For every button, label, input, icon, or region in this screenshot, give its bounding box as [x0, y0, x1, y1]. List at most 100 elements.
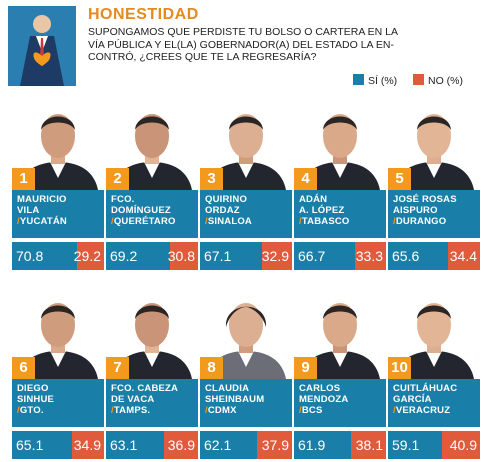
state-slash: / — [111, 405, 114, 416]
state-line: /TAMPS. — [111, 405, 197, 416]
question-text: SUPONGAMOS QUE PERDISTE TU BOLSO O CARTE… — [88, 26, 418, 64]
rank-badge: 1 — [12, 168, 35, 190]
state-line: /CDMX — [205, 405, 291, 416]
value-no: 30.8 — [167, 248, 195, 264]
state-name: VERACRUZ — [395, 405, 451, 416]
state-name: TAMPS. — [113, 405, 151, 416]
percent-bar: 65.6 34.4 — [388, 242, 480, 270]
name-line: MENDOZA — [299, 394, 349, 405]
state-slash: / — [299, 405, 302, 416]
percent-bar: 69.2 30.8 — [106, 242, 198, 270]
state-line: /BCS — [299, 405, 385, 416]
name-line: VILA — [17, 205, 40, 216]
legend-no: NO (%) — [413, 74, 463, 87]
candidate-card: 5 JOSÉ ROSAS AISPURO/DURANGO 65.6 34.4 — [388, 98, 480, 273]
percent-bar: 66.7 33.3 — [294, 242, 386, 270]
state-name: GTO. — [19, 405, 44, 416]
state-slash: / — [17, 405, 20, 416]
state-name: TABASCO — [301, 216, 350, 227]
bar-no — [262, 242, 292, 270]
bar-no — [351, 431, 386, 459]
value-no: 29.2 — [73, 248, 101, 264]
bar-no — [77, 242, 104, 270]
candidate-name: JOSÉ ROSAS AISPURO/DURANGO — [393, 194, 479, 227]
bar-yes — [106, 242, 170, 270]
value-yes: 65.1 — [16, 437, 44, 453]
honesty-heart-icon — [8, 6, 76, 86]
candidate-name: FCO. DOMÍNGUEZ/QUERÉTARO — [111, 194, 197, 227]
percent-bar: 65.1 34.9 — [12, 431, 104, 459]
bar-yes — [294, 242, 355, 270]
bar-yes — [12, 242, 77, 270]
name-line: CLAUDIA — [205, 383, 250, 394]
value-yes: 66.7 — [298, 248, 326, 264]
rank-badge: 2 — [106, 168, 129, 190]
name-line: ADÁN — [299, 194, 328, 205]
value-yes: 70.8 — [16, 248, 44, 264]
name-line: FCO. — [111, 194, 135, 205]
state-line: /VERACRUZ — [393, 405, 479, 416]
candidate-info: JOSÉ ROSAS AISPURO/DURANGO — [388, 190, 480, 238]
percent-bar: 63.1 36.9 — [106, 431, 198, 459]
bar-no — [164, 431, 198, 459]
name-line: CARLOS — [299, 383, 341, 394]
legend-no-label: NO (%) — [428, 75, 463, 87]
state-slash: / — [205, 216, 208, 227]
value-no: 34.9 — [73, 437, 101, 453]
state-name: DURANGO — [395, 216, 447, 227]
state-name: QUERÉTARO — [113, 216, 176, 227]
candidate-info: ADÁN A. LÓPEZ/TABASCO — [294, 190, 386, 238]
state-name: YUCATÁN — [19, 216, 67, 227]
header: HONESTIDAD SUPONGAMOS QUE PERDISTE TU BO… — [0, 0, 484, 92]
candidate-card: 10 CUITLÁHUAC GARCÍA/VERACRUZ 59.1 40.9 — [388, 287, 480, 462]
rank-badge: 10 — [388, 357, 411, 379]
name-line: SHEINBAUM — [205, 394, 265, 405]
value-yes: 67.1 — [204, 248, 232, 264]
candidate-name: ADÁN A. LÓPEZ/TABASCO — [299, 194, 385, 227]
candidate-photo — [294, 287, 386, 379]
candidate-card: 4 ADÁN A. LÓPEZ/TABASCO 66.7 33.3 — [294, 98, 386, 273]
legend-yes-swatch — [353, 74, 364, 85]
candidate-name: FCO. CABEZA DE VACA/TAMPS. — [111, 383, 197, 416]
page-title: HONESTIDAD — [88, 6, 199, 23]
question-line: CONTRÓ, ¿CREES QUE TE LA REGRESARÍA? — [88, 51, 317, 63]
candidate-info: FCO. CABEZA DE VACA/TAMPS. — [106, 379, 198, 427]
name-line: QUIRINO — [205, 194, 248, 205]
candidate-info: QUIRINO ORDAZ/SINALOA — [200, 190, 292, 238]
value-no: 32.9 — [261, 248, 289, 264]
bar-yes — [12, 431, 72, 459]
rank-badge: 7 — [106, 357, 129, 379]
bar-no — [72, 431, 104, 459]
candidate-name: CARLOS MENDOZA/BCS — [299, 383, 385, 416]
legend-yes: SÍ (%) — [353, 74, 397, 87]
value-no: 34.4 — [449, 248, 477, 264]
state-line: /YUCATÁN — [17, 216, 103, 227]
name-line: DE VACA — [111, 394, 155, 405]
value-no: 38.1 — [355, 437, 383, 453]
name-line: FCO. CABEZA — [111, 383, 179, 394]
candidate-info: CARLOS MENDOZA/BCS — [294, 379, 386, 427]
value-no: 40.9 — [449, 437, 477, 453]
bar-yes — [388, 431, 442, 459]
value-no: 36.9 — [167, 437, 195, 453]
question-line: VÍA PÚBLICA Y EL(LA) GOBERNADOR(A) DEL E… — [88, 38, 394, 51]
rank-badge: 6 — [12, 357, 35, 379]
rank-badge: 9 — [294, 357, 317, 379]
bar-no — [355, 242, 386, 270]
candidate-info: FCO. DOMÍNGUEZ/QUERÉTARO — [106, 190, 198, 238]
candidate-card: 7 FCO. CABEZA DE VACA/TAMPS. 63.1 36.9 — [106, 287, 198, 462]
name-line: DIEGO — [17, 383, 49, 394]
name-line: SINHUE — [17, 394, 55, 405]
candidate-photo — [12, 98, 104, 190]
state-line: /SINALOA — [205, 216, 291, 227]
state-slash: / — [299, 216, 302, 227]
candidate-name: MAURICIO VILA/YUCATÁN — [17, 194, 103, 227]
bar-no — [257, 431, 292, 459]
rank-badge: 5 — [388, 168, 411, 190]
candidate-info: CLAUDIA SHEINBAUM/CDMX — [200, 379, 292, 427]
bar-yes — [200, 242, 262, 270]
candidate-card: 1 MAURICIO VILA/YUCATÁN 70.8 29.2 — [12, 98, 104, 273]
legend-yes-label: SÍ (%) — [368, 75, 398, 87]
name-line: GARCÍA — [393, 394, 432, 405]
